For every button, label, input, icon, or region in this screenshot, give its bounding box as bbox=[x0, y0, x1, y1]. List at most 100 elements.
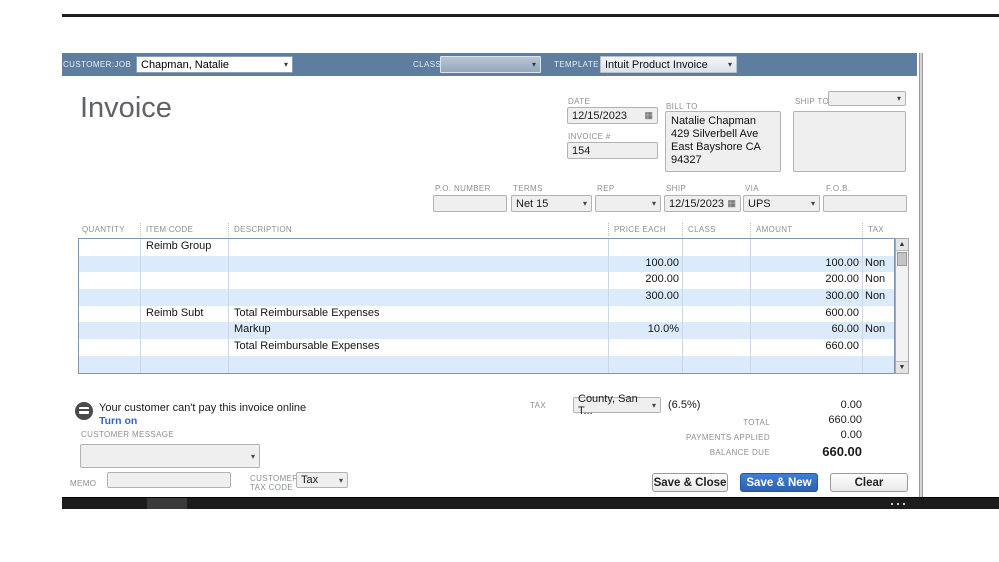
invoice-number-label: INVOICE # bbox=[568, 132, 611, 141]
template-dropdown[interactable]: Intuit Product Invoice ▾ bbox=[600, 56, 737, 73]
price-each-cell[interactable] bbox=[609, 339, 683, 356]
quantity-cell[interactable] bbox=[79, 339, 141, 356]
class-cell[interactable] bbox=[683, 355, 751, 373]
tax-rate: (6.5%) bbox=[668, 399, 701, 411]
description-cell[interactable] bbox=[229, 355, 609, 373]
items-table-scrollbar[interactable]: ▲ ▼ bbox=[895, 238, 909, 374]
amount-cell[interactable] bbox=[751, 355, 863, 373]
price-each-cell[interactable] bbox=[609, 239, 683, 256]
window-top-edge bbox=[62, 14, 999, 17]
rep-dropdown[interactable]: ▾ bbox=[595, 195, 661, 212]
via-dropdown[interactable]: UPS ▾ bbox=[743, 195, 820, 212]
price-each-cell[interactable]: 100.00 bbox=[609, 255, 683, 273]
class-cell[interactable] bbox=[683, 339, 751, 356]
memo-field[interactable] bbox=[107, 472, 231, 488]
tax-cell[interactable]: Non bbox=[865, 256, 886, 269]
customer-job-dropdown[interactable]: Chapman, Natalie ▾ bbox=[136, 56, 293, 73]
terms-dropdown[interactable]: Net 15 ▾ bbox=[511, 195, 592, 212]
item-code-cell[interactable] bbox=[141, 272, 229, 290]
customer-message-dropdown[interactable]: ▾ bbox=[80, 444, 260, 468]
quantity-cell[interactable] bbox=[79, 322, 141, 340]
description-cell[interactable]: Markup bbox=[229, 322, 609, 340]
amount-cell[interactable]: 60.00 bbox=[751, 322, 863, 340]
item-code-cell[interactable] bbox=[141, 289, 229, 306]
tax-item-dropdown[interactable]: County, San T... ▾ bbox=[573, 393, 661, 417]
po-number-field[interactable] bbox=[433, 195, 507, 212]
calendar-icon[interactable]: ▦ bbox=[644, 110, 653, 120]
description-cell[interactable] bbox=[229, 239, 609, 256]
window-scrollbar[interactable] bbox=[919, 53, 923, 497]
class-cell[interactable] bbox=[683, 322, 751, 340]
turn-on-link[interactable]: Turn on bbox=[99, 415, 138, 427]
quantity-cell[interactable] bbox=[79, 355, 141, 373]
ship-to-box[interactable] bbox=[793, 111, 906, 172]
credit-card-icon bbox=[75, 402, 93, 420]
fob-field[interactable] bbox=[823, 195, 907, 212]
ship-date-field[interactable]: 12/15/2023 ▦ bbox=[664, 195, 741, 212]
save-and-close-button[interactable]: Save & Close bbox=[652, 473, 728, 492]
item-code-column-header: ITEM CODE bbox=[140, 223, 228, 236]
amount-cell[interactable] bbox=[751, 239, 863, 256]
description-cell[interactable] bbox=[229, 255, 609, 273]
price-each-cell[interactable] bbox=[609, 305, 683, 323]
tax-cell[interactable] bbox=[863, 356, 894, 373]
quantity-cell[interactable] bbox=[79, 305, 141, 323]
tax-cell[interactable] bbox=[863, 239, 894, 256]
scroll-down-icon[interactable]: ▼ bbox=[896, 361, 908, 373]
page-title: Invoice bbox=[80, 92, 172, 124]
class-cell[interactable] bbox=[683, 272, 751, 290]
bill-to-label: BILL TO bbox=[666, 102, 698, 111]
class-cell[interactable] bbox=[683, 289, 751, 306]
chevron-down-icon: ▾ bbox=[651, 400, 656, 410]
item-code-cell[interactable]: Reimb Group bbox=[141, 239, 229, 256]
tax-cell[interactable]: Non bbox=[865, 290, 886, 303]
price-each-cell[interactable]: 200.00 bbox=[609, 272, 683, 290]
customer-tax-code-dropdown[interactable]: Tax ▾ bbox=[296, 472, 348, 488]
price-each-cell[interactable]: 10.0% bbox=[609, 322, 683, 340]
clear-button[interactable]: Clear bbox=[830, 473, 908, 492]
description-cell[interactable]: Total Reimbursable Expenses bbox=[229, 305, 609, 323]
item-code-cell[interactable] bbox=[141, 255, 229, 273]
fob-label: F.O.B. bbox=[826, 184, 851, 193]
tax-cell[interactable] bbox=[863, 339, 894, 356]
class-cell[interactable] bbox=[683, 239, 751, 256]
class-column-header: CLASS bbox=[682, 223, 750, 236]
tax-cell[interactable]: Non bbox=[865, 323, 886, 336]
scroll-up-icon[interactable]: ▲ bbox=[896, 239, 908, 251]
class-cell[interactable] bbox=[683, 255, 751, 273]
scrollbar-thumb[interactable] bbox=[897, 252, 907, 266]
price-each-cell[interactable] bbox=[609, 355, 683, 373]
description-cell[interactable] bbox=[229, 272, 609, 290]
save-and-new-button[interactable]: Save & New bbox=[740, 473, 818, 492]
item-code-cell[interactable] bbox=[141, 339, 229, 356]
description-cell[interactable] bbox=[229, 289, 609, 306]
tax-cell[interactable] bbox=[863, 306, 894, 323]
price-each-cell[interactable]: 300.00 bbox=[609, 289, 683, 306]
quantity-cell[interactable] bbox=[79, 255, 141, 273]
window-bottom-bar bbox=[62, 497, 999, 509]
description-cell[interactable]: Total Reimbursable Expenses bbox=[229, 339, 609, 356]
quantity-cell[interactable] bbox=[79, 272, 141, 290]
item-code-cell[interactable] bbox=[141, 355, 229, 373]
calendar-icon[interactable]: ▦ bbox=[727, 198, 736, 208]
tax-cell[interactable]: Non bbox=[865, 273, 886, 286]
ship-date-label: SHIP bbox=[666, 184, 687, 193]
ship-to-dropdown[interactable]: ▾ bbox=[828, 91, 906, 106]
amount-cell[interactable]: 200.00 bbox=[751, 272, 863, 290]
quantity-cell[interactable] bbox=[79, 289, 141, 306]
amount-cell[interactable]: 300.00 bbox=[751, 289, 863, 306]
date-field[interactable]: 12/15/2023 ▦ bbox=[567, 107, 658, 124]
class-cell[interactable] bbox=[683, 305, 751, 323]
amount-cell[interactable]: 600.00 bbox=[751, 305, 863, 323]
quantity-cell[interactable] bbox=[79, 239, 141, 256]
invoice-number-field[interactable]: 154 bbox=[567, 142, 658, 159]
amount-cell[interactable]: 660.00 bbox=[751, 339, 863, 356]
table-row: Markup 10.0% 60.00 Non bbox=[79, 322, 894, 340]
balance-due-value: 660.00 bbox=[822, 444, 862, 459]
bill-to-box[interactable]: Natalie Chapman 429 Silverbell Ave East … bbox=[665, 111, 781, 172]
class-dropdown[interactable]: ▾ bbox=[440, 56, 541, 73]
form-toolbar: CUSTOMER:JOB Chapman, Natalie ▾ CLASS ▾ … bbox=[62, 53, 917, 76]
item-code-cell[interactable] bbox=[141, 322, 229, 340]
amount-cell[interactable]: 100.00 bbox=[751, 255, 863, 273]
item-code-cell[interactable]: Reimb Subt bbox=[141, 305, 229, 323]
